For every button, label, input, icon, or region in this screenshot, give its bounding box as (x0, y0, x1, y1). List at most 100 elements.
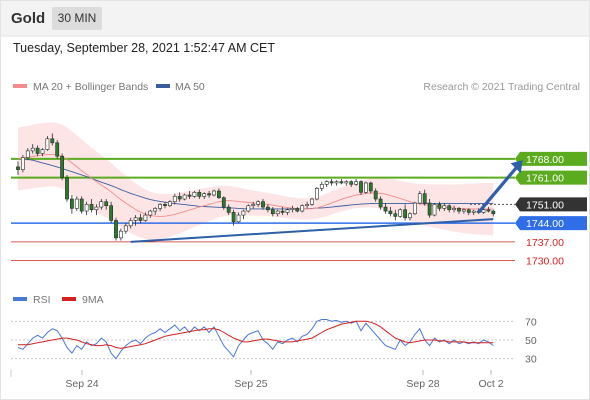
candle (84, 201, 89, 216)
candle-body (99, 201, 104, 208)
x-tick-label: Sep 25 (234, 378, 267, 390)
candle-body (172, 196, 177, 203)
candle-body (280, 210, 285, 213)
rsi-plot: 70 50 30 (11, 316, 537, 366)
candle (393, 209, 398, 221)
legend-rsi-label: RSI (33, 294, 51, 306)
candle-body (119, 230, 123, 239)
candle-body (241, 210, 246, 216)
candle (241, 209, 246, 220)
candle (74, 196, 79, 212)
candle-body (481, 209, 486, 213)
level-tag-bg (515, 197, 587, 212)
candle-body (74, 198, 79, 209)
candle-body (334, 181, 339, 184)
level-tag-1768.00: 1768.00 (515, 151, 587, 166)
candle-body (114, 220, 118, 239)
candle-body (40, 149, 45, 154)
candle (128, 217, 133, 229)
candle-body (412, 202, 417, 215)
candle (408, 212, 412, 221)
candle-body (187, 194, 192, 197)
candle (30, 144, 35, 154)
candle (35, 145, 40, 157)
candle (388, 207, 393, 217)
candle-body (422, 193, 427, 204)
candle (314, 186, 319, 201)
candle (158, 203, 163, 212)
candle-body (461, 209, 466, 212)
candle (251, 201, 256, 209)
candle-body (437, 204, 442, 209)
candle-body (305, 204, 310, 207)
candle-body (251, 204, 256, 207)
candle (334, 180, 339, 186)
candle (324, 180, 329, 187)
candle-body (442, 205, 447, 209)
candle-body (133, 217, 138, 221)
candle (182, 193, 187, 201)
candle-body (300, 205, 305, 212)
candle-body (319, 184, 324, 189)
candle (99, 199, 104, 210)
level-label-1737.00: 1737.00 (526, 237, 564, 249)
candle-body (383, 206, 388, 212)
candle (79, 196, 84, 214)
candle-body (290, 208, 295, 211)
candle-body (89, 204, 94, 211)
candle (349, 180, 354, 187)
candle (104, 199, 109, 210)
candle-body (398, 209, 403, 217)
candle (40, 148, 45, 157)
candle-body (373, 190, 378, 200)
candle-body (50, 138, 55, 144)
candle (265, 204, 270, 213)
support-trendline (130, 218, 494, 243)
candle (305, 201, 310, 209)
candle (168, 200, 172, 208)
candle (457, 207, 461, 214)
candle-body (16, 166, 20, 170)
candle-body (393, 213, 398, 217)
chart-datetime: Tuesday, September 28, 2021 1:52:47 AM C… (13, 41, 275, 55)
rsi-tick-50: 50 (525, 335, 537, 347)
candle (471, 209, 476, 216)
level-tag-text: 1768.00 (526, 154, 564, 166)
candle-body (30, 147, 35, 152)
candle (123, 223, 128, 234)
level-tag-1751.00: 1751.00 (515, 197, 587, 212)
timeframe-badge[interactable]: 30 MIN (52, 7, 102, 30)
candle-body (55, 142, 60, 157)
candle (192, 191, 197, 198)
projection-arrow-shaft (477, 166, 518, 214)
candle-body (45, 138, 50, 150)
candle-body (417, 193, 422, 204)
candle-body (285, 209, 290, 213)
candle (403, 204, 408, 221)
candle (359, 180, 363, 196)
candle (65, 174, 69, 202)
level-tag-1761.00: 1761.00 (515, 170, 587, 185)
candle (231, 209, 236, 226)
candle (236, 212, 241, 224)
candle-body (388, 210, 393, 215)
candle (148, 209, 153, 218)
candle (207, 191, 212, 198)
candle-body (221, 197, 226, 208)
candle (285, 208, 290, 216)
candle-body (226, 206, 231, 213)
candle-body (314, 188, 319, 200)
candle (412, 201, 417, 216)
candle (226, 204, 231, 216)
candle (437, 201, 442, 212)
candle (427, 199, 432, 218)
candle (319, 181, 324, 191)
candle (280, 207, 285, 216)
candle (45, 136, 50, 151)
candle-body (148, 210, 153, 216)
candle (295, 207, 300, 213)
credit-text: Research © 2021 Trading Central (423, 81, 580, 93)
candle (261, 199, 265, 210)
candle-body (256, 201, 261, 205)
